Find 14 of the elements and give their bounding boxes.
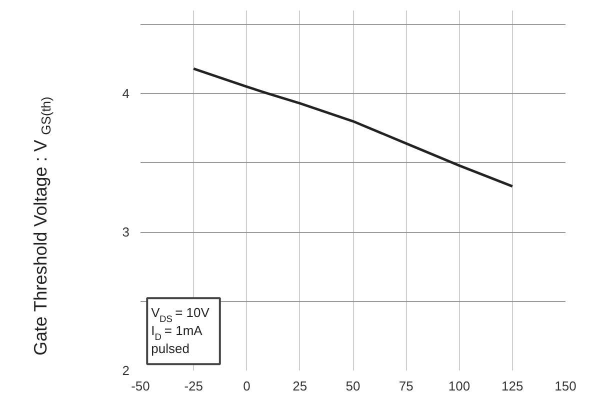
x-tick-label: 0: [243, 378, 250, 394]
x-tick-label: -50: [131, 378, 150, 394]
x-tick-label: 75: [398, 378, 414, 394]
x-tick-label: 100: [448, 378, 470, 394]
y-tick-label: 3: [122, 224, 130, 240]
x-tick-label: 125: [502, 378, 524, 394]
x-tick-label: 150: [554, 378, 576, 394]
y-tick-label: 4: [122, 86, 130, 102]
x-tick-label: 50: [346, 378, 360, 394]
x-tick-label: 25: [292, 378, 308, 394]
y-tick-label: 2: [122, 363, 130, 378]
x-tick-label: -25: [184, 378, 204, 394]
line-series: [192, 67, 514, 188]
y-axis-title: Gate Threshold Voltage : VGS(th): [30, 96, 54, 356]
